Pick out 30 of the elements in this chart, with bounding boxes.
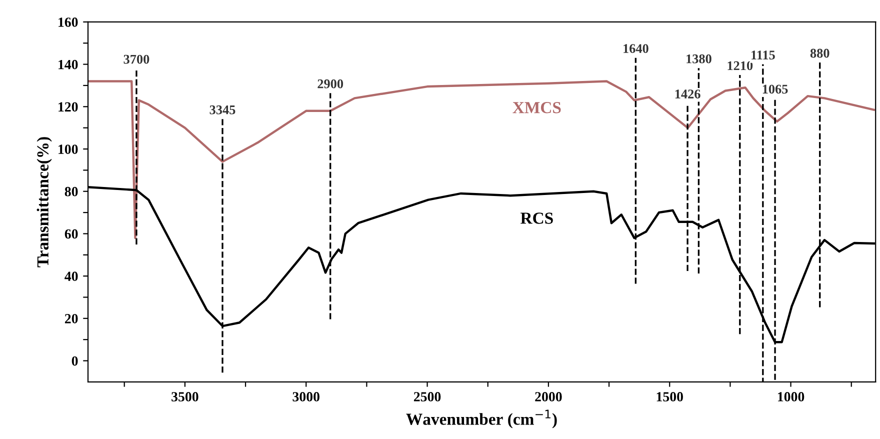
ref-line-label: 1426: [675, 90, 700, 98]
ref-line-label: 880: [810, 48, 830, 58]
x-tick-label: 1000: [778, 392, 804, 402]
y-tick-label: 160: [58, 18, 78, 27]
line-series: [88, 80, 876, 240]
x-tick-label: 1500: [656, 392, 683, 402]
x-axis-title: Wavenumber (cm$^{−1}$): [406, 410, 557, 428]
ref-line-label: 1210: [728, 61, 753, 70]
y-tick-label: 80: [64, 186, 78, 196]
x-tick-label: 3500: [172, 392, 198, 402]
ref-line-label: 1065: [762, 84, 788, 94]
x-tick-label: 2000: [535, 392, 562, 402]
ref-line-label: 3345: [210, 105, 236, 114]
x-tick-label: 3000: [292, 392, 320, 402]
series-label: RCS: [520, 212, 553, 224]
y-tick-label: 120: [58, 102, 78, 112]
y-tick-label: 140: [58, 60, 78, 70]
series-label: XMCS: [512, 102, 561, 114]
ref-line-label: 1380: [686, 54, 712, 64]
ref-line-label: 1640: [624, 44, 648, 54]
ref-line-label: 3700: [124, 54, 150, 64]
y-axis-title: Transmittance(%): [36, 137, 52, 268]
ref-line-label: 1115: [752, 50, 775, 60]
ref-line-label: 2900: [318, 79, 344, 88]
y-tick-label: 20: [64, 314, 78, 324]
y-tick-label: 0: [72, 356, 78, 366]
y-tick-label: 40: [64, 272, 78, 282]
y-tick-label: 60: [64, 229, 78, 239]
y-tick-label: 100: [58, 144, 78, 154]
x-tick-label: 2500: [414, 392, 441, 402]
